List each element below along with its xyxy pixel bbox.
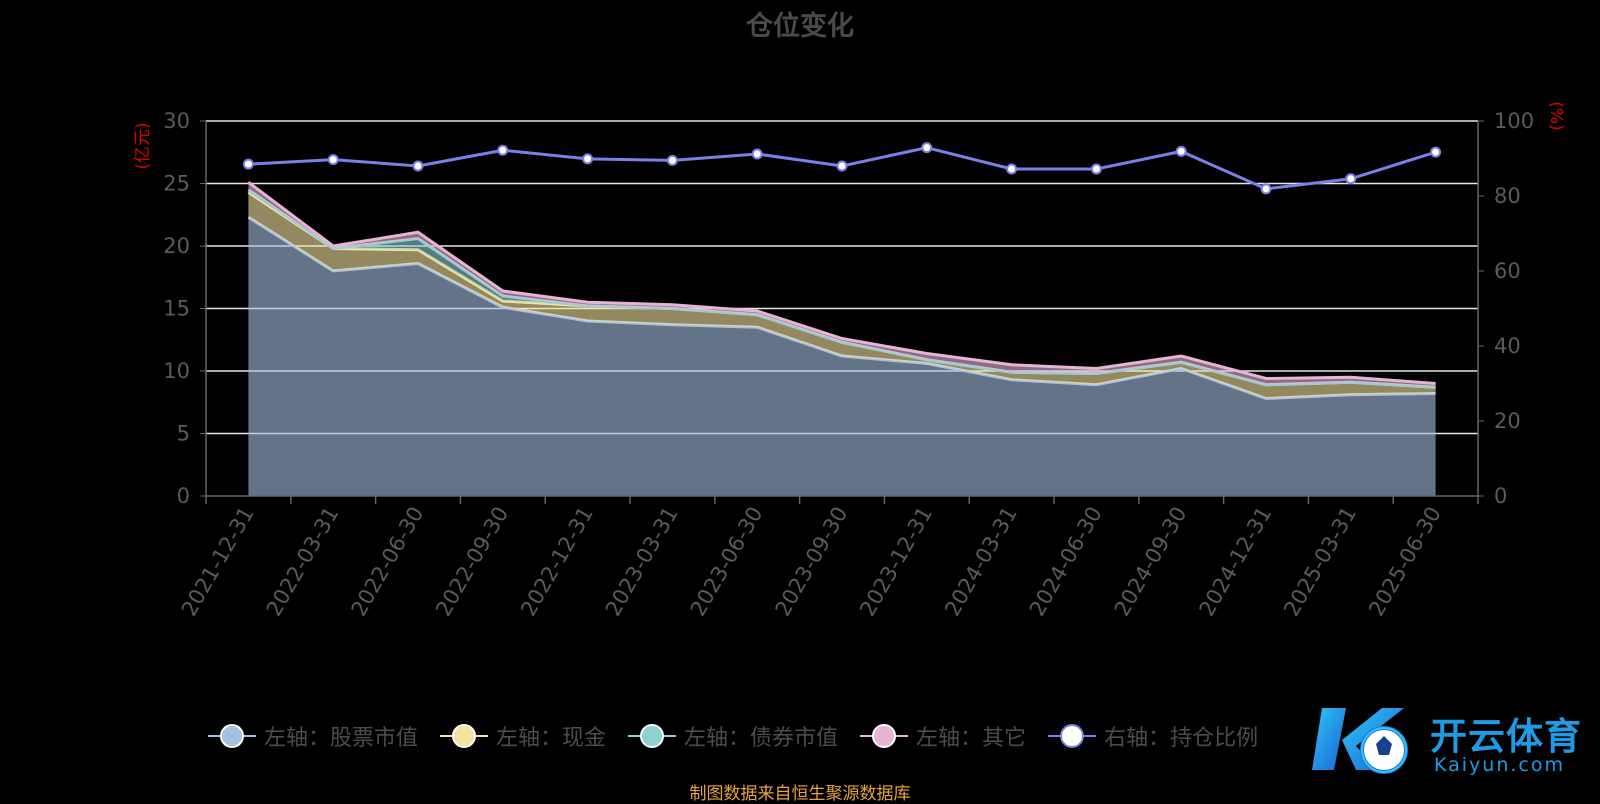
legend-item-cash[interactable]: 左轴：现金 — [440, 720, 606, 752]
x-tick-label: 2024-03-31 — [940, 503, 1022, 621]
ratio-point — [497, 144, 509, 156]
y-left-tick-label: 15 — [163, 297, 190, 321]
legend: 左轴：股票市值 左轴：现金 左轴：债券市值 左轴：其它 右轴：持仓比例 — [208, 716, 1280, 756]
chart-title: 仓位变化 — [746, 11, 854, 42]
y-right-tick-label: 40 — [1494, 334, 1521, 358]
x-tick-label: 2021-12-31 — [177, 503, 259, 621]
y-left-tick-label: 5 — [177, 422, 190, 446]
y-right-unit: (%) — [1546, 101, 1566, 130]
ratio-point — [1430, 146, 1442, 158]
y-right-tick-label: 20 — [1494, 409, 1521, 433]
ratio-point — [1345, 173, 1357, 185]
legend-label: 左轴：债券市值 — [684, 726, 839, 751]
legend-item-ratio[interactable]: 右轴：持仓比例 — [1048, 720, 1258, 752]
y-left-tick-label: 30 — [163, 109, 190, 133]
y-right-tick-label: 100 — [1494, 109, 1534, 133]
ratio-point — [1260, 183, 1272, 195]
x-tick-label: 2023-06-30 — [686, 503, 768, 621]
area-line-左轴：其它 — [247, 181, 1436, 385]
watermark-logo: 开云体育 Kaiyun.com — [1312, 700, 1592, 790]
watermark-name: 开云体育 — [1430, 715, 1582, 758]
y-left-tick-label: 25 — [163, 172, 190, 196]
y-right-tick-label: 60 — [1494, 259, 1521, 283]
y-left-tick-label: 10 — [163, 359, 190, 383]
area-左轴：现金 — [248, 192, 1436, 399]
ratio-point — [1175, 145, 1187, 157]
area-左轴：债券市值 — [248, 189, 1436, 388]
ratio-point — [836, 160, 848, 172]
ratio-point — [921, 142, 933, 154]
x-tick-label: 2023-03-31 — [601, 503, 683, 621]
source-note: 制图数据来自恒生聚源数据库 — [689, 784, 911, 804]
x-tick-label: 2022-06-30 — [347, 503, 429, 621]
x-tick-label: 2022-09-30 — [431, 503, 513, 621]
y-right-tick-label: 80 — [1494, 184, 1521, 208]
ratio-point — [1090, 163, 1102, 175]
x-tick-label: 2023-12-31 — [855, 503, 937, 621]
y-right-tick-label: 0 — [1494, 484, 1507, 508]
legend-item-stock[interactable]: 左轴：股票市值 — [208, 720, 418, 752]
legend-item-other[interactable]: 左轴：其它 — [860, 720, 1026, 752]
watermark-url: Kaiyun.com — [1434, 754, 1565, 776]
x-tick-label: 2024-12-31 — [1195, 503, 1277, 621]
legend-label: 右轴：持仓比例 — [1104, 726, 1259, 751]
x-tick-label: 2025-03-31 — [1279, 503, 1361, 621]
legend-label: 左轴：现金 — [496, 726, 607, 751]
legend-item-bond[interactable]: 左轴：债券市值 — [628, 720, 838, 752]
x-tick-label: 2024-09-30 — [1110, 503, 1192, 621]
x-tick-label: 2024-06-30 — [1025, 503, 1107, 621]
x-tick-label: 2022-12-31 — [516, 503, 598, 621]
ratio-point — [242, 158, 254, 170]
y-left-tick-label: 0 — [177, 484, 190, 508]
ratio-point — [751, 148, 763, 160]
ratio-point — [327, 154, 339, 166]
x-tick-label: 2022-03-31 — [262, 503, 344, 621]
ratio-point — [412, 160, 424, 172]
y-left-tick-label: 20 — [163, 234, 190, 258]
ratio-point — [582, 153, 594, 165]
legend-label: 左轴：其它 — [916, 726, 1027, 751]
ratio-point — [1006, 163, 1018, 175]
x-tick-label: 2025-06-30 — [1364, 503, 1446, 621]
legend-label: 左轴：股票市值 — [264, 726, 419, 751]
x-tick-label: 2023-09-30 — [771, 503, 853, 621]
kaiyun-logo-icon — [1312, 708, 1408, 774]
ratio-point — [666, 154, 678, 166]
y-left-unit: (亿元) — [133, 122, 153, 169]
